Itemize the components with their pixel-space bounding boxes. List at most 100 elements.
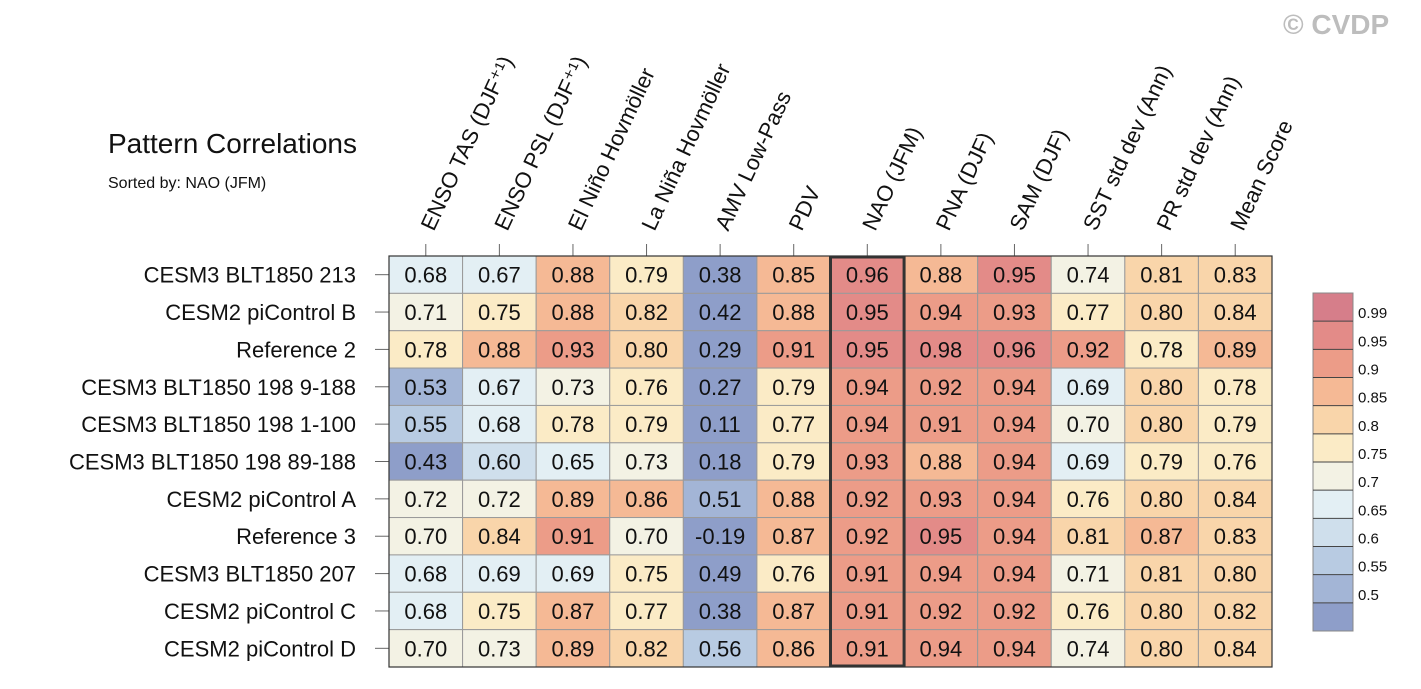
heatmap-cell	[535, 404, 611, 444]
cell-value: 0.78	[1140, 337, 1183, 362]
cell-value: 0.80	[625, 337, 668, 362]
heatmap-cell	[903, 554, 979, 593]
colorbar-label: 0.55	[1358, 559, 1387, 576]
cell-value: 0.79	[625, 412, 668, 437]
heatmap-cell	[830, 629, 905, 668]
cell-value: 0.80	[1214, 562, 1257, 587]
heatmap-cell	[682, 591, 758, 631]
heatmap-cell	[388, 367, 464, 406]
row-label: Reference 2	[236, 337, 356, 362]
colorbar-segment	[1313, 462, 1353, 491]
row-labels: CESM3 BLT1850 213 CESM2 piControl B Refere…	[69, 263, 389, 661]
cell-value: 0.84	[478, 524, 521, 549]
heatmap-cell	[1050, 367, 1126, 406]
row-label: CESM3 BLT1850 213	[144, 263, 356, 288]
row-label: CESM2 piControl A	[166, 487, 356, 512]
cell-value: 0.74	[1067, 636, 1110, 661]
heatmap-cell	[1050, 404, 1126, 444]
cell-value: 0.88	[552, 263, 595, 288]
cell-value: 0.79	[1140, 450, 1183, 475]
cell-value: 0.67	[478, 375, 521, 400]
cell-value: 0.95	[846, 337, 889, 362]
colorbar-segment	[1313, 518, 1353, 547]
cell-value: -0.19	[695, 524, 745, 549]
cell-value: 0.83	[1214, 524, 1257, 549]
cell-value: 0.94	[993, 450, 1036, 475]
cell-value: 0.53	[404, 375, 447, 400]
heatmap-cell	[682, 330, 758, 369]
heatmap-cell	[609, 517, 684, 556]
cell-value: 0.91	[772, 337, 815, 362]
heatmap-cell	[903, 629, 979, 668]
cell-value: 0.81	[1067, 524, 1110, 549]
colorbar-segment	[1313, 602, 1353, 631]
cell-value: 0.78	[404, 337, 447, 362]
heatmap-cell	[609, 404, 684, 444]
cell-value: 0.80	[1140, 300, 1183, 325]
heatmap-cell	[1197, 517, 1273, 556]
heatmap-cell	[682, 367, 758, 406]
heatmap-cell	[977, 255, 1052, 294]
row-label: CESM3 BLT1850 207	[144, 562, 356, 587]
colorbar-segment	[1313, 546, 1353, 575]
heatmap-cell	[1124, 404, 1199, 444]
heatmap-cell	[535, 330, 611, 369]
cell-value: 0.74	[1067, 263, 1110, 288]
row-label: CESM2 piControl B	[165, 300, 356, 325]
cell-value: 0.78	[552, 412, 595, 437]
cell-value: 0.60	[478, 450, 521, 475]
cell-value: 0.86	[772, 636, 815, 661]
colorbar-label: 0.65	[1358, 502, 1387, 519]
colorbar-label: 0.7	[1358, 474, 1379, 491]
cell-value: 0.69	[1067, 375, 1110, 400]
heatmap-cell	[462, 554, 537, 593]
colorbar-segment	[1313, 293, 1353, 322]
colorbar-segment	[1313, 349, 1353, 378]
heatmap-cell	[462, 517, 537, 556]
heatmap-cell	[830, 517, 905, 556]
cell-value: 0.49	[699, 562, 742, 587]
heatmap-cell	[462, 255, 537, 294]
cell-value: 0.76	[1067, 487, 1110, 512]
cell-value: 0.88	[772, 300, 815, 325]
heatmap-cell	[756, 292, 832, 332]
colorbar-label: 0.99	[1358, 305, 1387, 322]
cell-value: 0.88	[478, 337, 521, 362]
heatmap-cell	[977, 629, 1052, 668]
heatmap-cell	[1197, 591, 1273, 631]
cell-value: 0.92	[919, 375, 962, 400]
cell-value: 0.80	[1140, 487, 1183, 512]
heatmap-cell	[830, 404, 905, 444]
cell-value: 0.87	[1140, 524, 1183, 549]
heatmap-cell	[1124, 442, 1199, 481]
heatmap-cell	[609, 629, 684, 668]
colorbar-label: 0.85	[1358, 390, 1387, 407]
column-label: AMV Low-Pass	[710, 87, 796, 234]
grid-frame	[388, 255, 1273, 668]
heatmap-cell	[1197, 255, 1273, 294]
colorbar-segment	[1313, 377, 1353, 406]
cell-value: 0.87	[552, 599, 595, 624]
cell-value: 0.92	[846, 487, 889, 512]
cell-value: 0.70	[404, 636, 447, 661]
heatmap-cell	[1050, 517, 1126, 556]
column-labels: ENSO TAS (DJF⁺¹)ENSO PSL (DJF⁺¹)El Niño …	[416, 52, 1298, 256]
heatmap-cell	[1124, 330, 1199, 369]
cell-value: 0.87	[772, 524, 815, 549]
cell-value: 0.89	[552, 487, 595, 512]
cell-value: 0.11	[700, 412, 741, 437]
cell-value: 0.65	[552, 450, 595, 475]
cell-value: 0.94	[919, 636, 962, 661]
cell-value: 0.79	[625, 263, 668, 288]
cell-value: 0.75	[478, 300, 521, 325]
cell-value: 0.68	[404, 263, 447, 288]
cell-value: 0.84	[1214, 487, 1257, 512]
cell-value: 0.93	[919, 487, 962, 512]
chart-subtitle: Sorted by: NAO (JFM)	[108, 175, 266, 192]
cell-value: 0.76	[625, 375, 668, 400]
cell-value: 0.69	[552, 562, 595, 587]
cell-value: 0.91	[846, 599, 889, 624]
colorbar-label: 0.5	[1358, 587, 1379, 604]
cell-value: 0.72	[404, 487, 447, 512]
heatmap-cell	[756, 367, 832, 406]
